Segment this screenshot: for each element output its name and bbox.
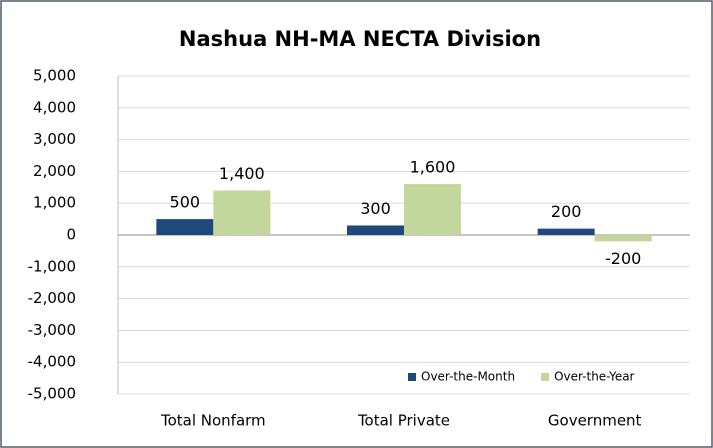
y-tick-label: -5,000 bbox=[28, 385, 76, 403]
bar bbox=[156, 219, 214, 235]
y-tick-label: 3,000 bbox=[33, 130, 76, 148]
value-label: 1,600 bbox=[410, 158, 456, 177]
y-tick-label: 4,000 bbox=[33, 98, 76, 116]
x-tick-label: Government bbox=[548, 412, 642, 430]
y-tick-label: 2,000 bbox=[33, 162, 76, 180]
y-tick-label: 1,000 bbox=[33, 194, 76, 212]
legend-swatch bbox=[541, 373, 550, 381]
bar bbox=[404, 184, 461, 235]
bar bbox=[537, 228, 595, 235]
bar bbox=[213, 190, 271, 235]
chart-title: Nashua NH-MA NECTA Division bbox=[179, 27, 541, 51]
y-tick-label: -1,000 bbox=[28, 257, 76, 275]
bar bbox=[594, 235, 652, 242]
legend-swatch bbox=[408, 373, 416, 381]
y-tick-label: -2,000 bbox=[28, 289, 76, 307]
bar bbox=[347, 225, 404, 235]
legend-label: Over-the-Month bbox=[421, 370, 515, 384]
value-label: -200 bbox=[605, 249, 641, 268]
y-tick-label: -3,000 bbox=[28, 321, 76, 339]
x-tick-label: Total Private bbox=[357, 412, 450, 430]
y-tick-label: -4,000 bbox=[28, 353, 76, 371]
value-label: 300 bbox=[360, 199, 391, 218]
y-tick-label: 0 bbox=[66, 226, 76, 244]
x-tick-label: Total Nonfarm bbox=[160, 412, 266, 430]
y-tick-label: 5,000 bbox=[33, 67, 76, 85]
value-label: 200 bbox=[551, 202, 582, 221]
value-label: 1,400 bbox=[219, 164, 265, 183]
value-label: 500 bbox=[170, 193, 201, 212]
legend-label: Over-the-Year bbox=[554, 370, 634, 384]
